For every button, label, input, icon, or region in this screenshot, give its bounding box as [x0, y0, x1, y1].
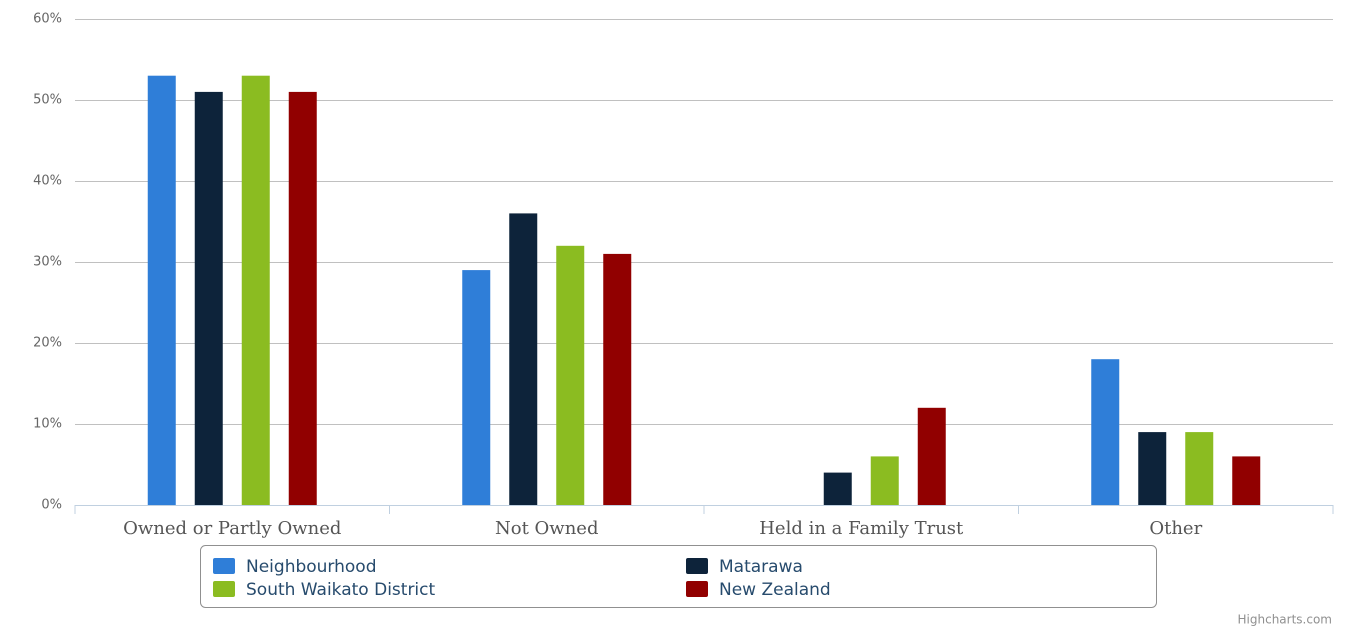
bar: [288, 91, 317, 506]
legend-box: [200, 545, 1157, 608]
bar: [823, 472, 852, 505]
y-tick-label: 40%: [33, 174, 62, 189]
bar: [462, 270, 491, 505]
x-tick-label: Other: [1149, 518, 1202, 539]
y-tick-label: 0%: [41, 498, 62, 513]
bar: [917, 407, 946, 505]
x-tick-label: Owned or Partly Owned: [123, 518, 341, 539]
bar: [1091, 359, 1120, 505]
legend-swatch: [686, 558, 708, 574]
bar: [147, 75, 176, 505]
y-tick-label: 20%: [33, 336, 62, 351]
legend-label: Matarawa: [719, 557, 803, 577]
bar: [194, 91, 223, 506]
y-tick-label: 30%: [33, 255, 62, 270]
bar: [603, 253, 632, 505]
bar: [1138, 432, 1167, 505]
y-tick-label: 50%: [33, 93, 62, 108]
legend-label: Neighbourhood: [246, 557, 377, 577]
bar: [1232, 456, 1261, 505]
bar: [870, 456, 899, 505]
x-tick-label: Not Owned: [495, 518, 598, 539]
legend-label: South Waikato District: [246, 580, 436, 600]
legend-label: New Zealand: [719, 580, 831, 600]
legend-swatch: [686, 581, 708, 597]
y-tick-label: 10%: [33, 417, 62, 432]
x-tick-label: Held in a Family Trust: [759, 518, 964, 539]
bar: [241, 75, 270, 505]
y-tick-label: 60%: [33, 12, 62, 27]
bar: [556, 245, 585, 506]
credits: Highcharts.com: [1238, 613, 1332, 627]
bar: [1185, 432, 1214, 505]
legend-swatch: [213, 558, 235, 574]
bar: [509, 213, 538, 505]
legend-swatch: [213, 581, 235, 597]
